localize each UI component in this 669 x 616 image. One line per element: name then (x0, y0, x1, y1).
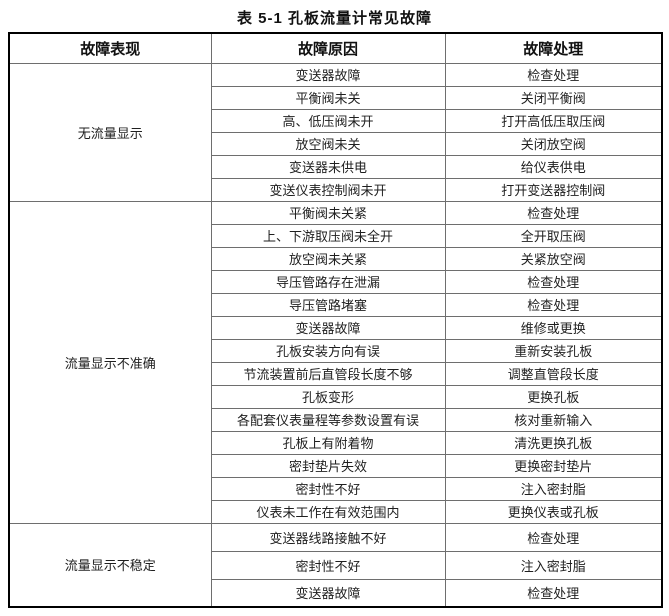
remedy-cell: 关紧放空阀 (444, 246, 663, 271)
remedy-cell: 调整直管段长度 (444, 361, 663, 386)
cause-cell: 平衡阀未关 (210, 85, 446, 110)
cause-cell: 高、低压阀未开 (210, 108, 446, 133)
cause-cell: 变送器故障 (210, 578, 446, 608)
remedy-cell: 检查处理 (444, 200, 663, 225)
symptom-cell: 流量显示不稳定 (8, 522, 212, 608)
table-row: 放空阀未关 关闭放空阀 (9, 131, 663, 156)
table-row: 孔板上有附着物 清洗更换孔板 (9, 430, 663, 455)
cause-cell: 密封性不好 (210, 550, 446, 580)
remedy-cell: 更换密封垫片 (444, 453, 663, 478)
cause-cell: 孔板变形 (210, 384, 446, 409)
remedy-cell: 核对重新输入 (444, 407, 663, 432)
cause-cell: 变送器线路接触不好 (210, 522, 446, 552)
cause-cell: 导压管路堵塞 (210, 292, 446, 317)
cause-cell: 孔板上有附着物 (210, 430, 446, 455)
header-remedy: 故障处理 (444, 32, 663, 64)
cause-cell: 节流装置前后直管段长度不够 (210, 361, 446, 386)
cause-cell: 变送器未供电 (210, 154, 446, 179)
table-row: 放空阀未关紧 关紧放空阀 (9, 246, 663, 271)
remedy-cell: 重新安装孔板 (444, 338, 663, 363)
table-row: 流量显示不稳定 变送器线路接触不好 检查处理 (8, 522, 663, 608)
remedy-cell: 检查处理 (444, 269, 663, 294)
cause-cell: 孔板安装方向有误 (210, 338, 446, 363)
remedy-cell: 检查处理 (444, 522, 663, 552)
remedy-cell: 关闭平衡阀 (444, 85, 663, 110)
cause-cell: 变送仪表控制阀未开 (210, 177, 446, 202)
remedy-cell: 打开变送器控制阀 (444, 177, 663, 202)
cause-cell: 放空阀未关 (210, 131, 446, 156)
remedy-cell: 注入密封脂 (444, 550, 663, 580)
remedy-cell: 关闭放空阀 (444, 131, 663, 156)
cause-cell: 各配套仪表量程等参数设置有误 (210, 407, 446, 432)
cause-cell: 上、下游取压阀未全开 (210, 223, 446, 248)
cause-cell: 密封性不好 (210, 476, 446, 501)
table-row: 导压管路存在泄漏 检查处理 (9, 269, 663, 294)
remedy-cell: 更换仪表或孔板 (444, 499, 663, 524)
table-row: 各配套仪表量程等参数设置有误 核对重新输入 (9, 407, 663, 432)
fault-table: 故障表现 故障原因 故障处理 无流量显示 变送器故障 检查处理 平衡阀未关 关闭平衡阀高… (8, 32, 663, 608)
fault-table-body: 无流量显示 变送器故障 检查处理 平衡阀未关 关闭平衡阀 高、低压阀未开 打开高低压取压阀放… (8, 62, 663, 608)
table-row: 变送器未供电 给仪表供电 (9, 154, 663, 179)
cause-cell: 仪表未工作在有效范围内 (210, 499, 446, 524)
remedy-cell: 检查处理 (444, 578, 663, 608)
cause-cell: 变送器故障 (210, 315, 446, 340)
fault-table-header: 故障表现 故障原因 故障处理 (8, 32, 663, 64)
table-row: 高、低压阀未开 打开高低压取压阀 (9, 108, 663, 133)
table-row: 密封垫片失效 更换密封垫片 (9, 453, 663, 478)
remedy-cell: 维修或更换 (444, 315, 663, 340)
table-row: 上、下游取压阀未全开 全开取压阀 (9, 223, 663, 248)
header-cause: 故障原因 (210, 32, 446, 64)
table-row: 流量显示不准确 平衡阀未关紧 检查处理 (8, 200, 663, 524)
remedy-cell: 注入密封脂 (444, 476, 663, 501)
table-row: 平衡阀未关 关闭平衡阀 (9, 85, 663, 110)
remedy-cell: 更换孔板 (444, 384, 663, 409)
symptom-cell: 流量显示不准确 (8, 200, 212, 524)
remedy-cell: 检查处理 (444, 292, 663, 317)
remedy-cell: 打开高低压取压阀 (444, 108, 663, 133)
table-row: 变送仪表控制阀未开 打开变送器控制阀 (9, 177, 663, 202)
symptom-cell: 无流量显示 (8, 62, 212, 202)
table-title: 表 5-1 孔板流量计常见故障 (236, 10, 433, 27)
remedy-cell: 检查处理 (444, 62, 663, 87)
header-row: 故障表现 故障原因 故障处理 (8, 32, 663, 64)
header-symptom: 故障表现 (8, 32, 212, 64)
cause-cell: 变送器故障 (210, 62, 446, 87)
remedy-cell: 全开取压阀 (444, 223, 663, 248)
table-row: 节流装置前后直管段长度不够 调整直管段长度 (9, 361, 663, 386)
cause-cell: 密封垫片失效 (210, 453, 446, 478)
remedy-cell: 清洗更换孔板 (444, 430, 663, 455)
table-row: 导压管路堵塞 检查处理 (9, 292, 663, 317)
cause-cell: 放空阀未关紧 (210, 246, 446, 271)
table-row: 变送器故障 检查处理 (9, 578, 663, 608)
table-row: 无流量显示 变送器故障 检查处理 (8, 62, 663, 202)
table-row: 孔板变形 更换孔板 (9, 384, 663, 409)
cause-cell: 导压管路存在泄漏 (210, 269, 446, 294)
remedy-cell: 给仪表供电 (444, 154, 663, 179)
cause-cell: 平衡阀未关紧 (210, 200, 446, 225)
